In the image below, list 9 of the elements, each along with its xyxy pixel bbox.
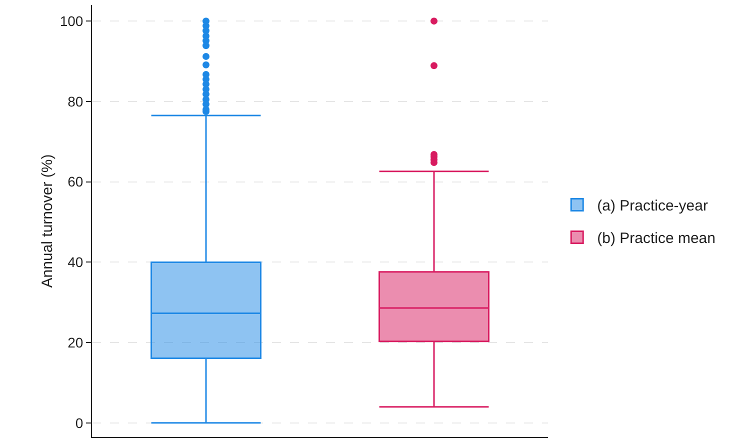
legend-label: (b) Practice mean [597, 230, 716, 248]
y-tick-label: 40 [68, 254, 84, 270]
y-tick-label: 100 [60, 12, 84, 29]
legend-label: (a) Practice-year [597, 198, 708, 215]
y-tick-label: 0 [75, 414, 84, 431]
y-tick-label: 80 [68, 93, 84, 110]
y-tick-label: 20 [68, 334, 84, 350]
y-tick-label: 60 [68, 174, 84, 190]
y-axis-title: Annual turnover (%) [39, 154, 56, 288]
